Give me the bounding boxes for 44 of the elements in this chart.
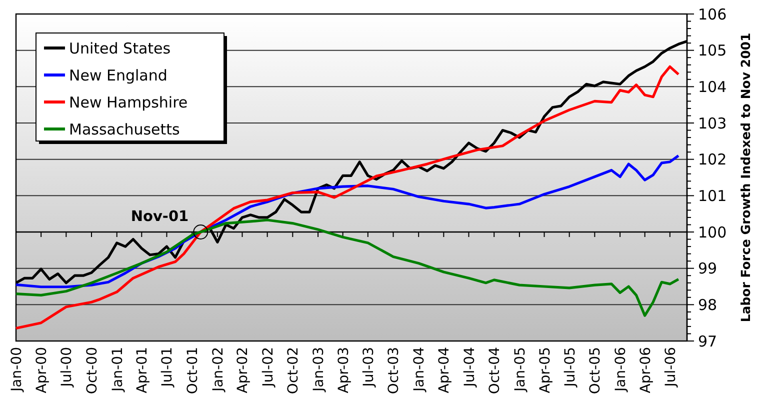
x-tick-label: Jul-05 [562,347,578,388]
x-tick-label: Apr-06 [638,346,654,394]
x-tick-label: Oct-04 [487,346,504,394]
x-tick-label: Jan-03 [311,347,328,392]
x-tick-label: Jul-04 [462,346,478,388]
legend-label: Massachusetts [69,120,180,138]
x-tick-label: Jul-06 [662,346,679,388]
y-tick-label: 106 [698,5,727,24]
y-tick-label: 105 [698,42,727,60]
x-tick-label: Oct-01 [185,347,202,394]
x-tick-label: Jul-02 [260,347,276,388]
x-tick-label: Oct-03 [386,347,402,394]
x-tick-label: Apr-00 [34,347,50,394]
x-tick-label: Oct-00 [84,347,101,394]
x-tick-label: Oct-02 [286,347,302,394]
x-tick-label: Jul-03 [360,347,377,388]
y-tick-label: 103 [698,114,727,132]
x-tick-label: Jan-06 [613,346,630,392]
x-tick-label: Jul-00 [59,347,76,388]
x-tick-label: Apr-03 [336,347,352,394]
legend-label: United States [69,39,171,58]
y-tick-label: 97 [698,332,718,350]
y-tick-label: 98 [698,296,718,314]
x-tick-label: Jan-04 [412,346,428,392]
legend-label: New Hampshire [69,93,188,112]
y-tick-label: 99 [698,260,718,278]
x-tick-label: Apr-05 [537,347,554,394]
y-tick-label: 102 [698,150,727,169]
x-tick-label: Apr-04 [436,346,453,394]
annotation: Nov-01 [130,209,189,225]
x-tick-label: Jan-00 [9,347,25,392]
line-series [14,65,680,330]
y-tick-label: 104 [698,78,727,96]
x-tick-label: Apr-01 [134,347,151,394]
legend-label: New England [69,66,168,84]
y-tick-label: 100 [698,223,727,242]
x-tick-label: Jul-01 [160,347,176,388]
x-tick-label: Jan-05 [512,347,528,392]
x-tick-label: Apr-02 [235,347,252,394]
x-tick-label: Jan-02 [210,347,226,392]
x-tick-label: Oct-05 [588,347,604,394]
x-tick-label: Jan-01 [110,347,126,392]
y-axis-title: Labor Force Growth Indexed to Nov 2001 [738,32,753,322]
y-tick-label: 101 [698,186,727,205]
